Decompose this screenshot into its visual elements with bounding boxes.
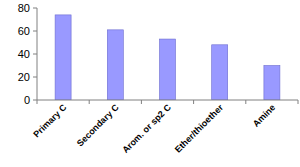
- bar: [212, 45, 228, 100]
- x-tick: [141, 100, 142, 104]
- y-tick: [33, 8, 37, 9]
- x-tick-label: Ether/thioether: [173, 102, 226, 155]
- y-tick-label: 0: [24, 94, 30, 106]
- x-tick-label: Secondary C: [75, 102, 121, 148]
- bar: [264, 66, 280, 101]
- chart-container: 0 20 40 60 80 Primary CSecondary CArom. or sp…: [0, 0, 300, 167]
- x-tick-label: Primary C: [31, 102, 68, 139]
- x-tick: [89, 100, 90, 104]
- y-tick: [33, 31, 37, 32]
- x-tick-label: Arom. or sp2 C: [120, 102, 173, 155]
- x-tick: [245, 100, 246, 104]
- x-tick: [193, 100, 194, 104]
- y-tick: [33, 54, 37, 55]
- x-tick: [37, 100, 38, 104]
- bar: [160, 39, 176, 100]
- x-tick: [298, 100, 299, 104]
- y-tick: [33, 77, 37, 78]
- y-tick-label: 60: [18, 25, 30, 37]
- bars: [55, 15, 280, 100]
- bar: [107, 30, 123, 100]
- chart-svg: 0 20 40 60 80 Primary CSecondary CArom. or sp…: [0, 0, 300, 167]
- x-tick-label: Amine: [251, 102, 278, 129]
- y-tick-label: 20: [18, 71, 30, 83]
- y-tick: [33, 100, 37, 101]
- y-tick-label: 40: [18, 48, 30, 60]
- bar: [55, 15, 71, 100]
- y-tick-label: 80: [18, 2, 30, 14]
- x-axis: [37, 100, 298, 101]
